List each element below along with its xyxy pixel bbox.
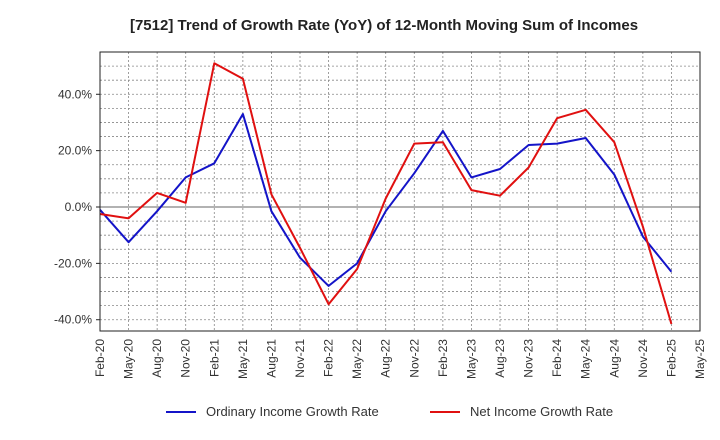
x-tick-label: May-25 bbox=[693, 339, 707, 379]
net-income-growth-rate-line bbox=[99, 62, 673, 325]
legend: Ordinary Income Growth Rate Net Income Gr… bbox=[166, 404, 613, 419]
x-tick-label: Nov-23 bbox=[522, 339, 536, 378]
x-tick-label: May-24 bbox=[579, 339, 593, 379]
x-tick-label: Feb-24 bbox=[550, 339, 564, 377]
x-tick-label: Aug-20 bbox=[150, 339, 164, 378]
y-tick-label: -20.0% bbox=[54, 256, 92, 270]
legend-label-net-income-growth-rate: Net Income Growth Rate bbox=[470, 404, 613, 419]
x-tick-label: Feb-25 bbox=[664, 339, 678, 377]
x-tick-label: Feb-20 bbox=[93, 339, 107, 377]
ordinary-income-growth-rate-line bbox=[99, 113, 673, 287]
y-tick-label: -40.0% bbox=[54, 313, 92, 327]
x-tick-label: Nov-24 bbox=[636, 339, 650, 378]
x-axis: Feb-20 May-20 Aug-20 Nov-20 Feb-21 May-21 Aug-… bbox=[93, 339, 707, 379]
x-tick-label: Aug-22 bbox=[379, 339, 393, 378]
x-tick-label: Aug-24 bbox=[607, 339, 621, 378]
y-axis: -40.0% -20.0% 0.0% 20.0% 40.0% bbox=[54, 87, 100, 327]
x-tick-label: Feb-23 bbox=[436, 339, 450, 377]
x-tick-label: Aug-21 bbox=[264, 339, 278, 378]
y-tick-label: 20.0% bbox=[58, 144, 92, 158]
x-tick-label: Aug-23 bbox=[493, 339, 507, 378]
y-tick-label: 40.0% bbox=[58, 87, 92, 101]
x-tick-label: Nov-20 bbox=[179, 339, 193, 378]
x-tick-label: Feb-22 bbox=[322, 339, 336, 377]
chart-title: [7512] Trend of Growth Rate (YoY) of 12-… bbox=[130, 17, 638, 34]
x-tick-label: Nov-22 bbox=[407, 339, 421, 378]
series-lines bbox=[99, 62, 673, 325]
plot-frame bbox=[99, 51, 701, 332]
x-tick-label: May-20 bbox=[122, 339, 136, 379]
legend-label-ordinary-income-growth-rate: Ordinary Income Growth Rate bbox=[206, 404, 379, 419]
y-tick-label: 0.0% bbox=[65, 200, 93, 214]
gridlines bbox=[100, 52, 700, 331]
x-tick-label: May-22 bbox=[350, 339, 364, 379]
x-tick-label: May-23 bbox=[464, 339, 478, 379]
x-tick-label: May-21 bbox=[236, 339, 250, 379]
x-tick-label: Nov-21 bbox=[293, 339, 307, 378]
x-tick-label: Feb-21 bbox=[207, 339, 221, 377]
